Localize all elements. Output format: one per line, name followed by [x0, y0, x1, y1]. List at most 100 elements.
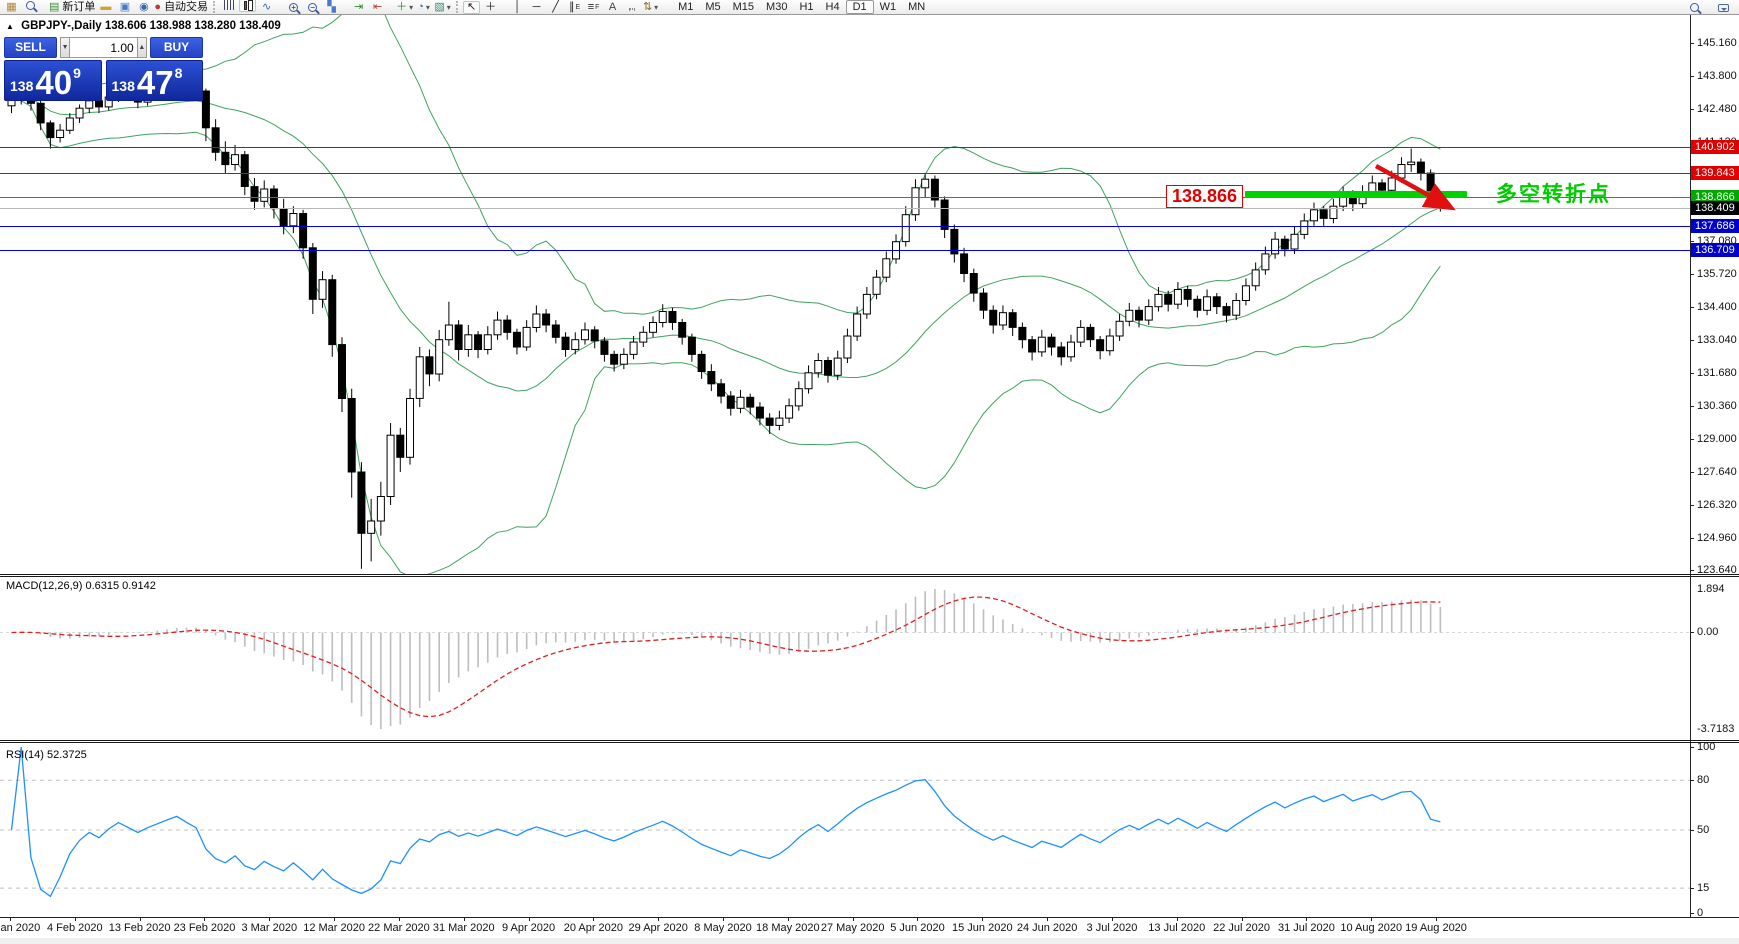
text-icon[interactable]: A — [604, 1, 621, 14]
date-tickmark — [658, 918, 660, 921]
price-tick-label: 123.640 — [1697, 564, 1737, 577]
price-tickmark — [1690, 373, 1694, 375]
periods-icon[interactable]: ◔ ▾ — [415, 1, 432, 14]
volume-input[interactable] — [70, 37, 137, 58]
auto-scroll-icon[interactable]: ⇥ — [350, 1, 367, 14]
price-tick-label: 134.400 — [1697, 300, 1737, 313]
crosshair-icon[interactable]: ＋ — [482, 1, 499, 14]
bar-chart-icon[interactable] — [220, 0, 237, 12]
timeframe-button-m15[interactable]: M15 — [732, 1, 755, 13]
hline-price-label: 139.843 — [1691, 166, 1739, 181]
timeframe-button-m5[interactable]: M5 — [705, 1, 721, 13]
timeframe-button-m30[interactable]: M30 — [766, 1, 788, 13]
red-arrow-object[interactable] — [1368, 158, 1468, 222]
dropdown-caret-icon[interactable]: ▾ — [409, 3, 414, 12]
candlestick-chart-icon[interactable] — [239, 0, 257, 12]
green-trendline-object[interactable] — [1245, 191, 1467, 198]
vertical-line-icon[interactable]: │ — [509, 1, 526, 14]
crosshair-icon: ＋ — [485, 1, 497, 13]
candlestick-chart[interactable] — [0, 0, 1690, 578]
rsi-pane[interactable] — [0, 743, 1690, 917]
buy-button[interactable]: BUY — [150, 37, 203, 58]
trend-note-text[interactable]: 多空转折点 — [1496, 183, 1611, 206]
volume-stepper: ▼ ▲ — [60, 37, 147, 58]
date-label: 9 Apr 2020 — [501, 922, 556, 934]
rsi-tickmark — [1690, 747, 1694, 748]
timeframe-button-h4[interactable]: H4 — [825, 1, 840, 13]
dropdown-caret-icon[interactable]: ▾ — [654, 3, 659, 12]
equidistant-channel-icon[interactable]: ∥ E — [568, 1, 581, 13]
price-tick-label: 133.040 — [1697, 333, 1737, 346]
date-tickmark — [723, 918, 725, 921]
line-chart-icon[interactable]: ∿ — [258, 1, 275, 14]
fibonacci-icon[interactable]: ≡ F — [587, 1, 600, 13]
volume-up-button[interactable]: ▲ — [136, 37, 147, 58]
horizontal-line-icon: ─ — [532, 1, 541, 13]
main-chart-pane[interactable] — [0, 0, 1690, 578]
current-price-line — [0, 208, 1690, 210]
horizontal-line-object[interactable] — [0, 250, 1690, 252]
macd-chart[interactable] — [0, 577, 1690, 741]
timeframe-button-m1[interactable]: M1 — [678, 1, 694, 13]
signals-icon[interactable]: ◉ — [135, 1, 152, 14]
new-order-icon-label: 新订单 — [62, 1, 96, 13]
date-label: 4 Feb 2020 — [46, 922, 103, 934]
sell-price-box[interactable]: 138 40 9 — [4, 60, 102, 101]
search-icon — [1690, 3, 1699, 12]
market-watch-icon[interactable] — [22, 0, 39, 12]
pane-separator[interactable] — [0, 740, 1739, 743]
collapse-panel-icon[interactable]: ▲ — [6, 22, 14, 31]
horizontal-line-object[interactable] — [0, 197, 1690, 199]
timeframe-button-d1[interactable]: D1 — [845, 0, 874, 14]
chart-shift-icon[interactable]: ⇤ — [369, 1, 386, 14]
zoom-out-icon[interactable]: − — [304, 1, 321, 14]
date-label: 12 Mar 2020 — [303, 922, 365, 934]
arrows-icon[interactable]: ⇅ ▾ — [642, 1, 659, 14]
new-order-icon[interactable]: ▤ 新订单 — [49, 1, 95, 14]
date-tickmark — [1111, 918, 1113, 921]
timeframe-button-h1[interactable]: H1 — [799, 1, 814, 13]
history-center-icon[interactable]: ▬ — [97, 1, 114, 14]
indicators-icon[interactable]: ＋ ▾ — [396, 1, 413, 14]
price-tag-annotation[interactable]: 138.866 — [1166, 185, 1244, 208]
bar-chart-icon — [223, 0, 234, 10]
horizontal-line-object[interactable] — [0, 147, 1690, 149]
price-tickmark — [1690, 43, 1694, 44]
date-tickmark — [1306, 918, 1308, 921]
price-tick-label: 145.160 — [1697, 37, 1737, 49]
cursor-icon[interactable]: ↖ — [463, 1, 481, 14]
zoom-in-icon: + — [289, 3, 299, 12]
signals-icon: ◉ — [139, 1, 149, 13]
dropdown-caret-icon[interactable]: ▾ — [425, 3, 430, 12]
charts-window-icon[interactable]: ▦ — [3, 1, 20, 14]
horizontal-line-object[interactable] — [0, 226, 1690, 228]
horizontal-line-object[interactable] — [0, 173, 1690, 175]
price-tick-label: 131.680 — [1697, 367, 1737, 380]
macd-pane[interactable] — [0, 577, 1690, 741]
market-watch-icon — [26, 1, 35, 10]
chat-icon[interactable] — [1715, 1, 1732, 14]
date-axis-border — [0, 917, 1739, 918]
pane-separator[interactable] — [0, 574, 1739, 577]
dropdown-caret-icon[interactable]: ▾ — [446, 3, 451, 12]
zoom-in-icon[interactable]: + — [285, 1, 302, 14]
sell-button[interactable]: SELL — [4, 37, 57, 58]
volume-down-button[interactable]: ▼ — [60, 37, 71, 58]
templates-icon[interactable]: ▧ ▾ — [434, 1, 451, 14]
price-tick-label: 135.720 — [1697, 268, 1737, 281]
toolbar-right-icons — [1685, 1, 1733, 14]
timeframe-button-mn[interactable]: MN — [908, 1, 926, 13]
horizontal-line-icon[interactable]: ─ — [528, 1, 545, 14]
trendline-icon[interactable]: ╱ — [547, 1, 564, 14]
rsi-chart[interactable] — [0, 743, 1690, 917]
autotrading-icon[interactable]: ● 自动交易 — [154, 1, 208, 14]
tile-windows-icon[interactable]: ▚ — [323, 1, 340, 14]
search-icon[interactable] — [1686, 1, 1703, 14]
vertical-line-icon: │ — [514, 1, 522, 13]
text-label-icon[interactable] — [623, 3, 640, 16]
hline-price-label: 140.902 — [1691, 140, 1739, 155]
buy-price-box[interactable]: 138 47 8 — [105, 60, 203, 101]
history-center-icon: ▬ — [100, 1, 112, 13]
timeframe-button-w1[interactable]: W1 — [879, 1, 897, 13]
terminal-icon[interactable]: ▣ — [116, 1, 133, 14]
